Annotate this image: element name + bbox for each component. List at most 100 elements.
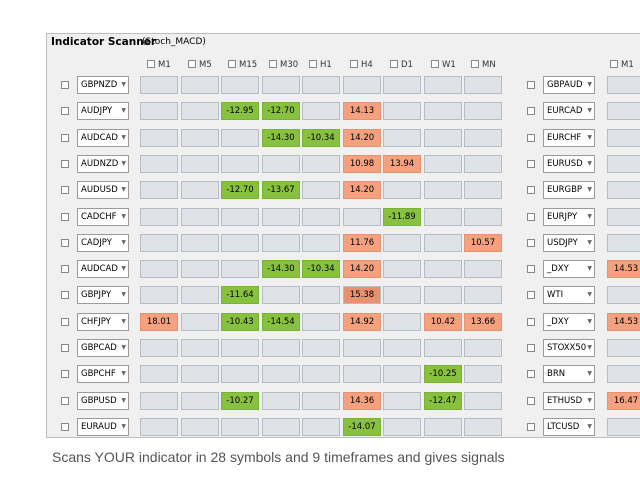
signal-cell-mn[interactable] — [464, 392, 502, 410]
right-row-8-symbol-dropdown[interactable]: WTI ▼ — [543, 286, 595, 304]
timeframe-checkbox-w1[interactable] — [431, 60, 439, 68]
left-row-7-symbol-dropdown[interactable]: AUDCAD ▼ — [77, 260, 129, 278]
signal-cell-d1[interactable]: -11.89 — [383, 208, 421, 226]
signal-cell-d1[interactable] — [383, 392, 421, 410]
signal-cell-h1[interactable] — [302, 392, 340, 410]
left-row-0-checkbox[interactable] — [61, 81, 69, 89]
signal-cell-m30[interactable]: -14.30 — [262, 260, 300, 278]
signal-cell-m15[interactable] — [221, 418, 259, 436]
signal-cell-m5[interactable] — [181, 418, 219, 436]
signal-cell-mn[interactable] — [464, 286, 502, 304]
signal-cell-h4[interactable] — [343, 208, 381, 226]
signal-cell-mn[interactable] — [464, 339, 502, 357]
right-row-9-symbol-dropdown[interactable]: _DXY ▼ — [543, 313, 595, 331]
signal-cell-w1[interactable] — [424, 102, 462, 120]
signal-cell-w1[interactable] — [424, 260, 462, 278]
signal-cell-right-m1[interactable]: 14.53 — [607, 260, 640, 278]
timeframe-checkbox-m15[interactable] — [228, 60, 236, 68]
right-row-6-symbol-dropdown[interactable]: USDJPY ▼ — [543, 234, 595, 252]
timeframe-checkbox-mn[interactable] — [471, 60, 479, 68]
signal-cell-m30[interactable] — [262, 286, 300, 304]
signal-cell-h1[interactable]: -10.34 — [302, 129, 340, 147]
left-row-13-symbol-dropdown[interactable]: EURAUD ▼ — [77, 418, 129, 436]
signal-cell-h1[interactable] — [302, 208, 340, 226]
signal-cell-right-m1[interactable] — [607, 418, 640, 436]
signal-cell-m15[interactable] — [221, 76, 259, 94]
signal-cell-m5[interactable] — [181, 286, 219, 304]
signal-cell-m5[interactable] — [181, 102, 219, 120]
signal-cell-w1[interactable] — [424, 418, 462, 436]
signal-cell-right-m1[interactable] — [607, 102, 640, 120]
signal-cell-mn[interactable] — [464, 418, 502, 436]
signal-cell-h4[interactable] — [343, 339, 381, 357]
signal-cell-m30[interactable]: -12.70 — [262, 102, 300, 120]
timeframe-checkbox-m30[interactable] — [269, 60, 277, 68]
signal-cell-d1[interactable] — [383, 234, 421, 252]
signal-cell-right-m1[interactable] — [607, 365, 640, 383]
signal-cell-right-m1[interactable] — [607, 339, 640, 357]
right-row-2-symbol-dropdown[interactable]: EURCHF ▼ — [543, 129, 595, 147]
signal-cell-h1[interactable]: -10.34 — [302, 260, 340, 278]
signal-cell-h1[interactable] — [302, 234, 340, 252]
signal-cell-m1[interactable] — [140, 102, 178, 120]
right-row-11-symbol-dropdown[interactable]: BRN ▼ — [543, 365, 595, 383]
signal-cell-m1[interactable] — [140, 260, 178, 278]
signal-cell-h4[interactable] — [343, 365, 381, 383]
signal-cell-right-m1[interactable] — [607, 181, 640, 199]
left-row-2-symbol-dropdown[interactable]: AUDCAD ▼ — [77, 129, 129, 147]
signal-cell-w1[interactable] — [424, 155, 462, 173]
timeframe-checkbox-right-m1[interactable] — [610, 60, 618, 68]
signal-cell-h4[interactable] — [343, 76, 381, 94]
left-row-6-checkbox[interactable] — [61, 239, 69, 247]
signal-cell-right-m1[interactable] — [607, 155, 640, 173]
left-row-9-symbol-dropdown[interactable]: CHFJPY ▼ — [77, 313, 129, 331]
signal-cell-mn[interactable] — [464, 365, 502, 383]
signal-cell-m15[interactable]: -12.70 — [221, 181, 259, 199]
signal-cell-d1[interactable] — [383, 76, 421, 94]
left-row-13-checkbox[interactable] — [61, 423, 69, 431]
signal-cell-mn[interactable] — [464, 181, 502, 199]
left-row-4-checkbox[interactable] — [61, 186, 69, 194]
left-row-9-checkbox[interactable] — [61, 318, 69, 326]
signal-cell-m5[interactable] — [181, 208, 219, 226]
signal-cell-d1[interactable] — [383, 313, 421, 331]
left-row-3-symbol-dropdown[interactable]: AUDNZD ▼ — [77, 155, 129, 173]
signal-cell-mn[interactable] — [464, 260, 502, 278]
right-row-3-checkbox[interactable] — [527, 160, 535, 168]
signal-cell-d1[interactable] — [383, 286, 421, 304]
signal-cell-m30[interactable] — [262, 365, 300, 383]
signal-cell-w1[interactable] — [424, 208, 462, 226]
signal-cell-d1[interactable] — [383, 365, 421, 383]
signal-cell-d1[interactable] — [383, 181, 421, 199]
signal-cell-m1[interactable] — [140, 155, 178, 173]
signal-cell-m15[interactable]: -10.43 — [221, 313, 259, 331]
signal-cell-right-m1[interactable] — [607, 234, 640, 252]
signal-cell-h4[interactable]: 14.20 — [343, 129, 381, 147]
signal-cell-m15[interactable]: -11.64 — [221, 286, 259, 304]
signal-cell-mn[interactable] — [464, 155, 502, 173]
timeframe-checkbox-d1[interactable] — [390, 60, 398, 68]
signal-cell-h4[interactable]: 14.92 — [343, 313, 381, 331]
signal-cell-h4[interactable]: 11.76 — [343, 234, 381, 252]
signal-cell-m1[interactable] — [140, 418, 178, 436]
signal-cell-mn[interactable]: 10.57 — [464, 234, 502, 252]
signal-cell-h1[interactable] — [302, 313, 340, 331]
signal-cell-mn[interactable] — [464, 208, 502, 226]
signal-cell-m5[interactable] — [181, 339, 219, 357]
signal-cell-h1[interactable] — [302, 286, 340, 304]
left-row-6-symbol-dropdown[interactable]: CADJPY ▼ — [77, 234, 129, 252]
signal-cell-d1[interactable] — [383, 260, 421, 278]
signal-cell-m1[interactable] — [140, 286, 178, 304]
signal-cell-h1[interactable] — [302, 76, 340, 94]
signal-cell-h4[interactable]: 14.13 — [343, 102, 381, 120]
timeframe-checkbox-h4[interactable] — [350, 60, 358, 68]
right-row-13-symbol-dropdown[interactable]: LTCUSD ▼ — [543, 418, 595, 436]
signal-cell-m1[interactable] — [140, 392, 178, 410]
left-row-1-checkbox[interactable] — [61, 107, 69, 115]
signal-cell-w1[interactable]: -10.25 — [424, 365, 462, 383]
left-row-10-symbol-dropdown[interactable]: GBPCAD ▼ — [77, 339, 129, 357]
right-row-6-checkbox[interactable] — [527, 239, 535, 247]
signal-cell-mn[interactable]: 13.66 — [464, 313, 502, 331]
left-row-12-symbol-dropdown[interactable]: GBPUSD ▼ — [77, 392, 129, 410]
signal-cell-m5[interactable] — [181, 181, 219, 199]
